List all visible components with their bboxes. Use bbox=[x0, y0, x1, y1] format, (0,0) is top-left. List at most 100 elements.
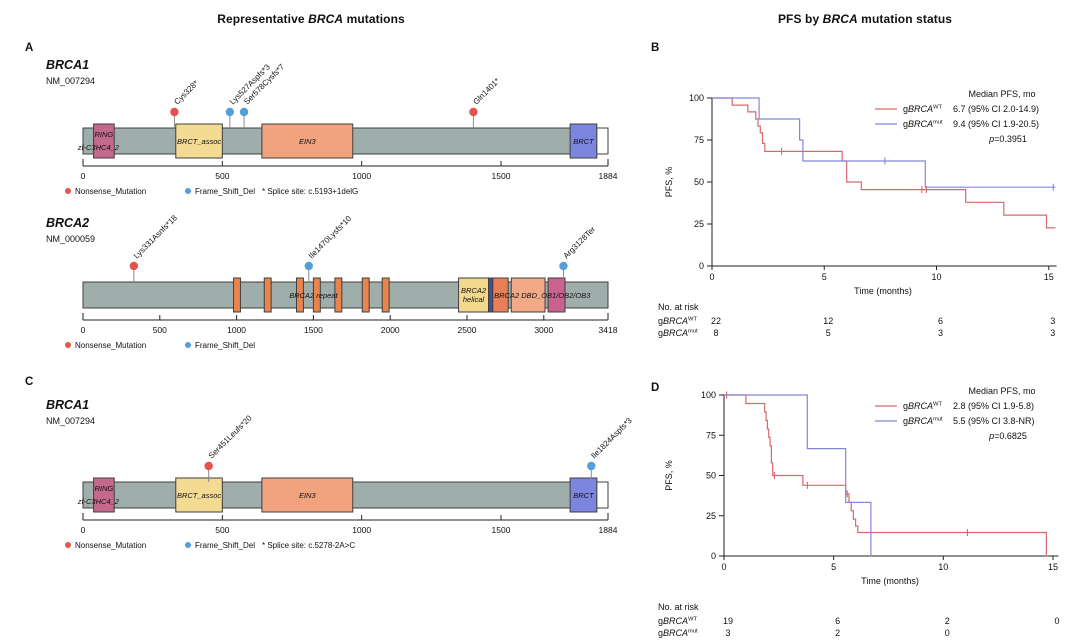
axis-tick-label: 1884 bbox=[599, 525, 618, 535]
gene-header-brca1-panel-a: BRCA1 NM_007294 bbox=[46, 58, 95, 86]
domain-label: BRCA2 repeat bbox=[289, 291, 338, 300]
domain-label: BRCT_assoc bbox=[177, 137, 221, 146]
y-tick-label: 25 bbox=[694, 219, 704, 229]
transcript-id: NM_007294 bbox=[46, 416, 96, 426]
domain-segment bbox=[263, 277, 272, 313]
median-text: 5.5 (95% CI 3.8-NR) bbox=[953, 416, 1035, 426]
at-risk-value: 2 bbox=[945, 616, 950, 626]
transcript-id: NM_007294 bbox=[46, 76, 96, 86]
at-risk-value: 2 bbox=[835, 628, 840, 638]
lollipop-frameshift-marker bbox=[304, 261, 313, 271]
legend-dot-nonsense bbox=[65, 542, 71, 548]
at-risk-value: 0 bbox=[1054, 616, 1059, 626]
p-value: p=0.6825 bbox=[988, 431, 1027, 441]
axis-tick-label: 1000 bbox=[227, 325, 246, 335]
lollipop-nonsense-marker bbox=[469, 107, 478, 117]
series-name: gBRCAWT bbox=[903, 104, 942, 114]
legend-label: Nonsense_Mutation bbox=[75, 187, 146, 196]
y-tick-label: 75 bbox=[706, 430, 716, 440]
mutation-label: Cys328* bbox=[172, 79, 200, 107]
domain-label: RING bbox=[95, 484, 114, 493]
legend-header: Median PFS, mo bbox=[968, 386, 1035, 396]
axis-tick-label: 1500 bbox=[304, 325, 323, 335]
domain-brct-assoc bbox=[175, 477, 223, 513]
domain-brct bbox=[569, 123, 598, 159]
p-value: p=0.3951 bbox=[988, 134, 1027, 144]
axis-tick-label: 1884 bbox=[599, 171, 618, 181]
domain-segment bbox=[381, 277, 390, 313]
y-tick-label: 100 bbox=[689, 93, 704, 103]
km-curve-WT bbox=[712, 97, 1056, 229]
domain-label: RING bbox=[95, 130, 114, 139]
x-tick-label: 15 bbox=[1048, 562, 1058, 572]
domain-segment bbox=[510, 277, 546, 313]
y-tick-label: 100 bbox=[701, 390, 716, 400]
legend-header: Median PFS, mo bbox=[968, 89, 1035, 99]
at-risk-value: 3 bbox=[938, 328, 943, 338]
mutation-label: Ile1824Aspfs*3 bbox=[589, 416, 634, 461]
lollipop-nonsense-marker bbox=[204, 461, 213, 471]
at-risk-value: 22 bbox=[711, 316, 721, 326]
x-tick-label: 5 bbox=[831, 562, 836, 572]
domain-label: zf-C3HC4_2 bbox=[77, 497, 120, 506]
km-plot-panel-d: 0 25 50 75 100 PFS, % 0 5 10 15 Time (months) gBRCA… bbox=[658, 386, 1059, 638]
legend-label: Nonsense_Mutation bbox=[75, 541, 146, 550]
series-name: gBRCAmut bbox=[903, 119, 943, 129]
axis-tick-label: 1500 bbox=[492, 171, 511, 181]
series-name: gBRCAmut bbox=[658, 328, 698, 338]
legend-dot-nonsense bbox=[65, 342, 71, 348]
series-name: gBRCAWT bbox=[658, 616, 697, 626]
domain-segment bbox=[492, 277, 509, 313]
at-risk-value: 12 bbox=[823, 316, 833, 326]
domain-segment bbox=[596, 481, 609, 509]
left-figure-title: Representative BRCA mutations bbox=[0, 12, 622, 26]
gene-name: BRCA1 bbox=[46, 398, 90, 412]
series-name: gBRCAWT bbox=[903, 401, 942, 411]
y-tick-label: 0 bbox=[711, 551, 716, 561]
title-text: PFS by bbox=[777, 12, 823, 26]
series-name: gBRCAmut bbox=[658, 628, 698, 638]
x-tick-label: 10 bbox=[931, 272, 941, 282]
mutation-label: Ile1470Lysfs*10 bbox=[307, 214, 354, 261]
mutation-label: Gln1401* bbox=[471, 76, 501, 106]
domain-label: BRCT_assoc bbox=[177, 491, 221, 500]
at-risk-value: 19 bbox=[723, 616, 733, 626]
domain-brct-assoc bbox=[175, 123, 223, 159]
domain-ein3 bbox=[261, 477, 354, 513]
panel-label-b: B bbox=[651, 42, 660, 54]
axis-tick-label: 3000 bbox=[534, 325, 553, 335]
at-risk-value: 3 bbox=[1050, 316, 1055, 326]
lollipop-frameshift-marker bbox=[559, 261, 568, 271]
x-tick-label: 0 bbox=[721, 562, 726, 572]
y-axis-label: PFS, % bbox=[664, 167, 674, 198]
domain-brct bbox=[569, 477, 598, 513]
domain-label: helical bbox=[463, 295, 485, 304]
domain-label: zf-C3HC4_2 bbox=[77, 143, 120, 152]
axis-tick-label: 500 bbox=[215, 171, 229, 181]
x-axis-label: Time (months) bbox=[861, 576, 919, 586]
axis-tick-label: 1500 bbox=[492, 525, 511, 535]
gene-header-brca2-panel-a: BRCA2 NM_000059 bbox=[46, 216, 95, 244]
gene-name: BRCA1 bbox=[46, 58, 90, 72]
legend-label: Frame_Shift_Del bbox=[195, 187, 255, 196]
title-text: Representative bbox=[217, 12, 309, 26]
right-figure-title: PFS by BRCA mutation status bbox=[645, 12, 1085, 26]
domain-label: BRCT bbox=[573, 491, 595, 500]
lollipop-plot-brca1-panel-c: RING BRCT_assoc EIN3 BRCT zf-C3HC4_2 Ser451Le… bbox=[65, 413, 634, 550]
at-risk-title: No. at risk bbox=[658, 302, 699, 312]
axis-tick-label: 0 bbox=[81, 525, 86, 535]
domain-label: BRCA2 DBD_OB1/OB2/OB3 bbox=[494, 291, 591, 300]
mutation-label: Ser451Leufs*20 bbox=[207, 413, 254, 460]
legend-dot-frameshift bbox=[185, 542, 191, 548]
domain-label: BRCT bbox=[573, 137, 595, 146]
legend-dot-nonsense bbox=[65, 188, 71, 194]
axis-tick-label: 500 bbox=[153, 325, 167, 335]
domain-ring bbox=[93, 477, 115, 513]
at-risk-value: 6 bbox=[938, 316, 943, 326]
panel-label-a: A bbox=[25, 42, 34, 54]
axis-tick-label: 500 bbox=[215, 525, 229, 535]
at-risk-value: 0 bbox=[945, 628, 950, 638]
